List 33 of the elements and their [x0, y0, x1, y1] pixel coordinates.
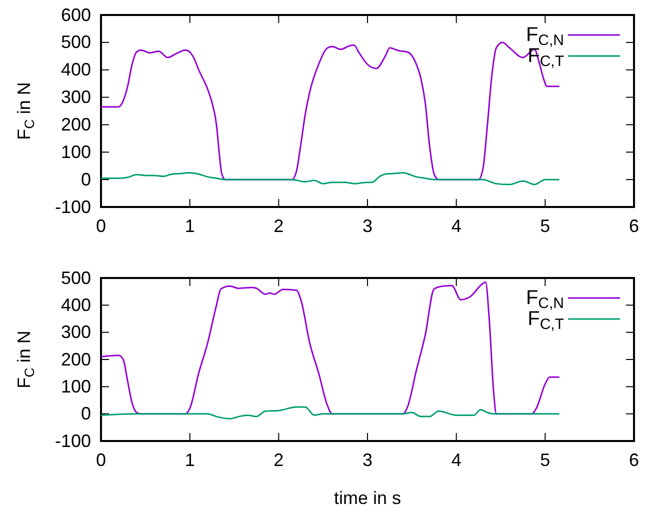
x-tick-label: 5	[540, 216, 550, 236]
x-tick-label: 3	[362, 450, 373, 470]
x-tick-label: 0	[96, 450, 106, 470]
x-tick-label: 6	[628, 216, 640, 236]
y-tick-label: 200	[60, 114, 91, 134]
x-tick-label: 3	[362, 216, 373, 236]
x-tick-label: 2	[274, 450, 284, 470]
y-tick-label: 400	[60, 60, 91, 80]
y-tick-label: 100	[60, 376, 91, 396]
y-tick-label: 0	[80, 404, 91, 424]
y-tick-label: 600	[60, 4, 91, 25]
y-tick-label: 0	[80, 169, 91, 190]
x-tick-label: 5	[540, 450, 550, 470]
x-tick-label: 2	[274, 216, 284, 236]
y-tick-label: 400	[60, 294, 91, 315]
y-tick-label: 500	[60, 268, 91, 288]
y-tick-label: 100	[60, 142, 91, 162]
x-axis-title: time in s	[334, 488, 402, 508]
line-series	[100, 406, 560, 420]
x-tick-label: 1	[184, 450, 195, 470]
legend-label: F$_{C,N}$	[526, 24, 564, 49]
y-tick-label: 200	[60, 349, 91, 370]
y-tick-label: 300	[60, 87, 91, 108]
x-tick-label: 6	[628, 450, 640, 470]
x-tick-label: 4	[451, 450, 462, 470]
line-series	[100, 172, 560, 186]
x-tick-label: 1	[184, 216, 195, 236]
x-tick-label: 4	[451, 216, 462, 236]
y-tick-label: 500	[60, 32, 91, 52]
x-tick-label: 0	[96, 216, 106, 236]
y-tick-label: 300	[60, 322, 91, 342]
y-tick-label: -100	[54, 430, 91, 451]
y-tick-label: -100	[54, 196, 91, 217]
